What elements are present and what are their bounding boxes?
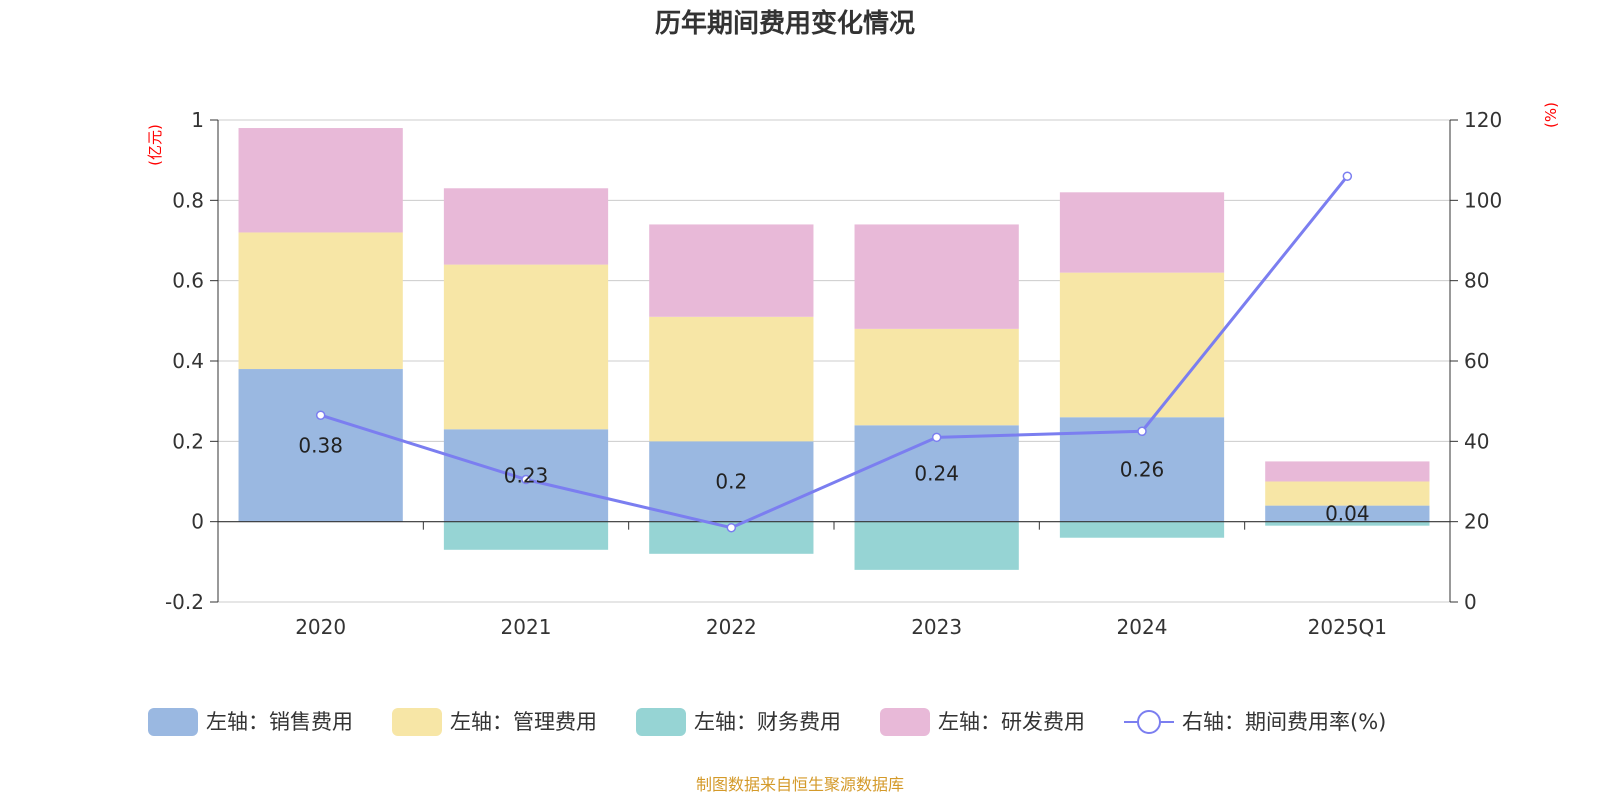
line-layer (315, 171, 1353, 533)
legend-label: 左轴：管理费用 (450, 710, 597, 734)
legend-swatch (392, 708, 442, 736)
x-axis-tick-label: 2025Q1 (1308, 615, 1387, 639)
rate-point (1137, 426, 1147, 437)
legend-label: 左轴：财务费用 (694, 710, 841, 734)
legend-label: 左轴：销售费用 (206, 710, 353, 734)
x-axis-tick-label: 2020 (295, 615, 346, 639)
right-axis-tick-label: 40 (1464, 429, 1489, 453)
bar-segment (443, 188, 609, 265)
right-axis-tick-label: 60 (1464, 349, 1489, 373)
right-axis-tick-label: 100 (1464, 188, 1502, 212)
left-axis-tick-label: 0.8 (172, 188, 204, 212)
legend: 左轴：销售费用 左轴：管理费用 左轴：财务费用 左轴：研发费用 右轴：期间费用率(%) (148, 708, 1386, 736)
axis-layer: -0.2 0 0.2 0.4 0.6 0.8 1 0 20 40 60 80 100 120 2020 202… (165, 108, 1502, 639)
bar-segment (1059, 192, 1225, 273)
bar-data-label: 0.04 (1325, 502, 1370, 526)
bar-segment (1265, 461, 1430, 482)
bar-segment (1265, 505, 1430, 522)
grid-layer (218, 119, 1450, 603)
x-axis-tick-label: 2021 (501, 615, 552, 639)
bar-segment (1265, 521, 1430, 526)
bar-segment (443, 264, 609, 430)
rate-point (726, 522, 737, 533)
bar-data-label: 0.26 (1120, 457, 1165, 481)
bar-data-label: 0.23 (504, 463, 549, 487)
bar-segment (238, 232, 403, 370)
legend-swatch (880, 708, 930, 736)
legend-label: 右轴：期间费用率(%) (1182, 710, 1386, 734)
x-axis-tick-label: 2024 (1117, 615, 1168, 639)
right-axis-unit-label: (%) (1542, 102, 1560, 128)
bar-segment (649, 224, 814, 317)
source-note: 制图数据来自恒生聚源数据库 (696, 775, 904, 794)
legend-marker-icon (1137, 710, 1161, 734)
bar-segment (1059, 272, 1225, 418)
bar-segment (854, 328, 1019, 426)
rate-point (521, 474, 531, 485)
left-axis-tick-label: 0.4 (172, 349, 204, 373)
bar-segment (238, 128, 403, 233)
left-axis-tick-label: 1 (191, 108, 204, 132)
chart-title: 历年期间费用变化情况 (655, 8, 915, 39)
bar-segment (854, 521, 1019, 570)
bar-segment (854, 224, 1019, 329)
data-label-layer: 0.38 0.23 0.2 0.24 0.26 0.04 (298, 433, 1369, 525)
right-axis-tick-label: 0 (1464, 590, 1477, 614)
bar-segment (238, 369, 403, 522)
bar-segment (1265, 481, 1430, 506)
legend-label: 左轴：研发费用 (938, 710, 1085, 734)
bars-layer (238, 128, 1430, 570)
legend-swatch (636, 708, 686, 736)
bar-segment (1059, 521, 1225, 538)
bar-data-label: 0.38 (298, 433, 343, 457)
left-axis-tick-label: -0.2 (165, 590, 204, 614)
rate-point (315, 410, 326, 420)
left-axis-unit-label: (亿元) (146, 124, 164, 166)
legend-swatch (148, 708, 198, 736)
right-axis-tick-label: 120 (1464, 108, 1502, 132)
left-axis-tick-label: 0 (191, 510, 204, 534)
bar-data-label: 0.24 (914, 461, 959, 485)
right-axis-tick-label: 20 (1464, 510, 1489, 534)
rate-point (1342, 171, 1353, 181)
left-axis-tick-label: 0.6 (172, 269, 204, 293)
bar-segment (649, 441, 814, 522)
bar-data-label: 0.2 (715, 470, 747, 494)
rate-line (320, 175, 1349, 530)
rate-point (931, 432, 942, 443)
bar-segment (649, 316, 814, 442)
left-axis-tick-label: 0.2 (172, 429, 204, 453)
right-axis-tick-label: 80 (1464, 269, 1489, 293)
x-axis-tick-label: 2023 (911, 615, 962, 639)
bar-segment (443, 521, 609, 550)
x-axis-tick-label: 2022 (706, 615, 757, 639)
